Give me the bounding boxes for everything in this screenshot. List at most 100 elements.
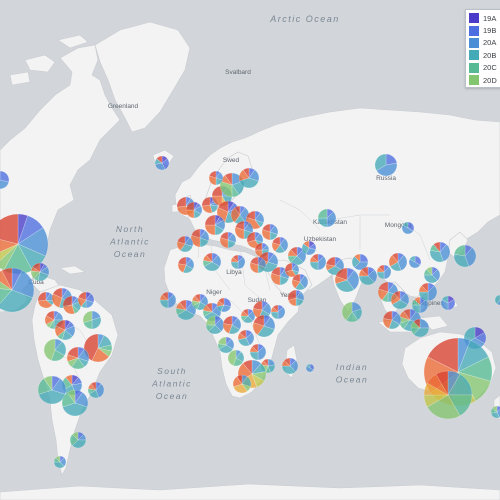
pie-slice	[202, 310, 213, 317]
pie-slice	[193, 209, 202, 219]
pie-marker-kenya[interactable]	[252, 314, 276, 338]
pie-marker-korea[interactable]	[429, 241, 451, 263]
pie-marker-usa-south[interactable]	[0, 267, 35, 313]
pie-marker-india[interactable]	[334, 267, 360, 293]
pie-marker-nepal[interactable]	[351, 253, 369, 271]
pie-marker-afghanistan[interactable]	[309, 253, 327, 271]
pie-slice	[308, 243, 317, 250]
pie-marker-myanmar[interactable]	[376, 264, 392, 280]
legend-item-19b[interactable]: 19B	[469, 24, 500, 36]
pie-marker-cape[interactable]	[232, 374, 252, 394]
pie-marker-mongolia[interactable]	[401, 221, 415, 235]
pie-marker-ireland[interactable]	[185, 201, 203, 219]
pie-marker-drc[interactable]	[237, 329, 255, 347]
pie-marker-niger[interactable]	[216, 297, 232, 313]
pie-marker-china-s[interactable]	[388, 252, 408, 272]
pie-slice	[0, 289, 33, 313]
pie-marker-algeria[interactable]	[202, 252, 222, 272]
pie-slice	[233, 357, 244, 367]
pie-marker-cameroon[interactable]	[222, 315, 242, 335]
pie-marker-philippines[interactable]	[440, 295, 456, 311]
pie-marker-vietnam[interactable]	[390, 290, 410, 310]
pie-marker-iceland[interactable]	[154, 155, 170, 171]
legend-item-19a[interactable]: 19A	[469, 12, 500, 24]
pie-marker-angola[interactable]	[217, 336, 235, 354]
pie-marker-finland[interactable]	[238, 167, 260, 189]
pie-marker-kuwait[interactable]	[284, 262, 300, 278]
pie-marker-chile-n[interactable]	[37, 375, 67, 405]
pie-marker-mexico[interactable]	[30, 262, 50, 282]
legend-item-20a[interactable]: 20A	[469, 37, 500, 49]
pie-marker-mali[interactable]	[175, 299, 197, 321]
pie-marker-gabon[interactable]	[205, 315, 225, 335]
pie-marker-indonesia[interactable]	[410, 318, 430, 338]
pie-marker-yemen[interactable]	[287, 289, 305, 307]
pie-marker-ukraine[interactable]	[261, 223, 279, 241]
pie-marker-madagascar[interactable]	[281, 357, 299, 375]
pie-marker-turkmenistan[interactable]	[301, 240, 317, 256]
pie-marker-uae[interactable]	[291, 273, 309, 291]
pie-marker-sri-lanka[interactable]	[341, 301, 363, 323]
pie-marker-bangladesh[interactable]	[358, 266, 378, 286]
pie-marker-japan[interactable]	[453, 244, 477, 268]
legend-item-20d[interactable]: 20D	[469, 74, 500, 86]
pie-slice	[50, 349, 65, 362]
pie-marker-ecuador[interactable]	[43, 338, 67, 362]
pie-marker-russia[interactable]	[374, 153, 398, 177]
pie-marker-singapore[interactable]	[382, 310, 402, 330]
pie-marker-chad[interactable]	[240, 308, 256, 324]
pie-marker-tunisia[interactable]	[230, 254, 246, 270]
pie-marker-australia-se[interactable]	[423, 370, 473, 420]
pie-marker-taiwan[interactable]	[408, 255, 422, 269]
pie-marker-senegal[interactable]	[159, 291, 177, 309]
pie-marker-egypt[interactable]	[249, 256, 267, 274]
pie-marker-portugal[interactable]	[176, 235, 194, 253]
pie-marker-spain[interactable]	[190, 228, 210, 248]
pie-marker-namibia[interactable]	[227, 349, 245, 367]
pie-slice	[184, 235, 190, 245]
pie-slice	[217, 343, 227, 350]
pie-marker-sweden[interactable]	[219, 172, 245, 198]
pie-marker-france[interactable]	[204, 214, 226, 236]
pie-marker-colombia[interactable]	[54, 319, 76, 341]
pie-marker-reunion[interactable]	[305, 363, 315, 373]
pie-marker-peru[interactable]	[66, 346, 90, 370]
pie-marker-zambia[interactable]	[249, 343, 267, 361]
pie-slice	[17, 215, 44, 245]
pie-marker-south-africa[interactable]	[237, 359, 267, 389]
clade-legend: 19A 19B 20A 20B 20C 20D	[465, 9, 500, 89]
pie-marker-ethiopia[interactable]	[270, 304, 286, 320]
pie-marker-paraguay[interactable]	[87, 381, 105, 399]
pie-marker-turkey[interactable]	[271, 236, 289, 254]
pie-marker-chile-s[interactable]	[69, 431, 87, 449]
pie-marker-philippines-n[interactable]	[418, 282, 438, 302]
pie-marker-hungary[interactable]	[234, 220, 254, 240]
pie-marker-norway[interactable]	[208, 170, 224, 186]
legend-item-20c[interactable]: 20C	[469, 62, 500, 74]
pie-marker-canada-west[interactable]	[0, 170, 10, 190]
pie-marker-iran[interactable]	[287, 246, 307, 266]
pie-slice	[407, 221, 415, 232]
pie-marker-italy[interactable]	[219, 231, 237, 249]
ocean-label-indian-line1: Ocean	[336, 375, 369, 385]
pie-marker-pacific[interactable]	[494, 294, 500, 306]
pie-slice	[496, 299, 500, 306]
pie-marker-venezuela[interactable]	[44, 310, 64, 330]
legend-item-20b[interactable]: 20B	[469, 49, 500, 61]
pie-slice	[433, 241, 441, 253]
pie-marker-guyana[interactable]	[82, 310, 102, 330]
pie-marker-argentina[interactable]	[61, 389, 89, 417]
antarctica-land	[0, 483, 500, 500]
pie-marker-cuba[interactable]	[37, 291, 55, 309]
clade-pie-markers[interactable]	[0, 153, 500, 469]
pie-marker-central-am-3[interactable]	[77, 291, 95, 309]
pie-slice	[269, 231, 278, 241]
pie-marker-taiwan-2[interactable]	[423, 266, 441, 284]
pie-slice	[191, 295, 201, 303]
pie-marker-patagonia[interactable]	[53, 455, 67, 469]
pie-marker-usa-east[interactable]	[0, 213, 49, 275]
pie-marker-morocco[interactable]	[177, 256, 195, 274]
pie-marker-kazakhstan[interactable]	[317, 208, 337, 228]
